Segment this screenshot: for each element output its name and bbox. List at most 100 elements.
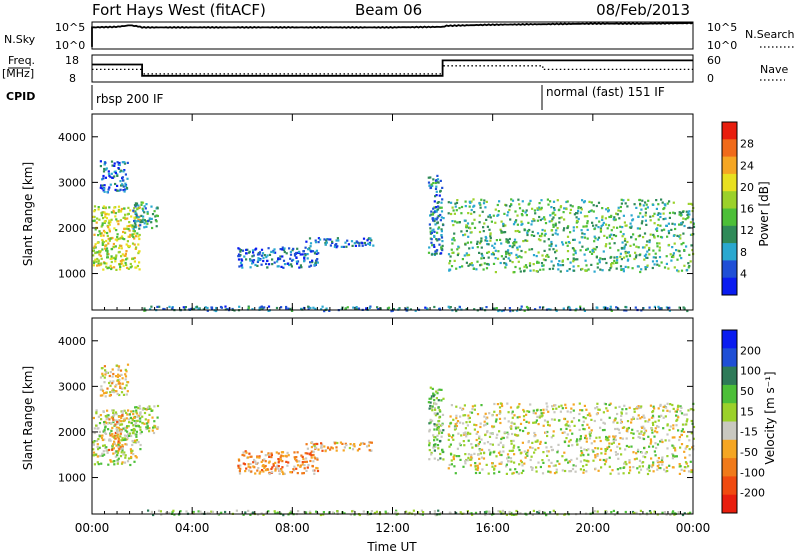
data-cell <box>652 203 655 206</box>
data-cell <box>456 253 459 257</box>
data-cell <box>636 405 639 409</box>
data-cell <box>328 511 331 514</box>
data-cell <box>678 306 681 309</box>
data-cell <box>137 219 140 223</box>
data-cell <box>103 221 106 224</box>
data-cell <box>657 463 661 466</box>
data-cell <box>122 453 125 456</box>
data-cell <box>536 207 539 210</box>
data-cell <box>483 199 486 202</box>
data-cell <box>677 416 680 419</box>
data-cell <box>281 246 284 249</box>
data-cell <box>139 448 142 451</box>
frequency-panel: Freq. [MHz] 18 8 60 0 Nave <box>2 54 788 85</box>
data-cell <box>583 215 586 218</box>
data-cell <box>432 243 436 247</box>
colorbar-tick-label: 200 <box>740 344 761 357</box>
data-cell <box>94 453 97 456</box>
data-cell <box>464 460 467 463</box>
data-cell <box>450 463 453 466</box>
data-cell <box>513 461 516 464</box>
data-cell <box>206 306 209 310</box>
data-cell <box>603 257 606 261</box>
data-cell <box>663 468 666 471</box>
data-cell <box>129 209 132 212</box>
data-cell <box>361 242 364 245</box>
data-cell <box>108 421 111 425</box>
data-cell <box>125 227 128 230</box>
data-cell <box>547 423 550 427</box>
data-cell <box>595 246 598 249</box>
data-cell <box>569 470 573 473</box>
colorbar-swatch <box>722 173 737 192</box>
data-cell <box>683 450 686 453</box>
data-cell <box>552 434 555 437</box>
data-cell <box>573 269 576 272</box>
data-cell <box>672 446 675 449</box>
data-cell <box>505 252 508 255</box>
data-cell <box>126 217 129 220</box>
data-cell <box>578 402 581 405</box>
data-cell <box>450 212 453 216</box>
data-cell <box>102 217 105 220</box>
data-cell <box>659 235 663 239</box>
data-cell <box>448 425 451 428</box>
data-cell <box>277 467 280 470</box>
data-cell <box>98 230 101 233</box>
data-cell <box>593 419 596 423</box>
data-cell <box>127 457 131 460</box>
data-cell <box>462 414 465 417</box>
data-cell <box>523 270 526 273</box>
cpid-segment-2: normal (fast) 151 IF <box>546 85 665 99</box>
data-cell <box>519 422 523 425</box>
data-cell <box>132 228 135 232</box>
data-cell <box>476 468 479 471</box>
data-cell <box>100 225 103 228</box>
data-cell <box>649 219 652 222</box>
data-cell <box>652 256 655 259</box>
data-cell <box>663 511 666 514</box>
data-cell <box>510 203 513 206</box>
data-cell <box>532 218 535 221</box>
xaxis-label: Time UT <box>366 540 417 554</box>
data-cell <box>513 221 517 224</box>
data-cell <box>152 431 156 435</box>
data-cell <box>678 235 681 238</box>
data-cell <box>336 237 339 240</box>
data-cell <box>118 378 121 381</box>
data-cell <box>486 262 489 266</box>
data-cell <box>135 411 138 414</box>
data-cell <box>103 423 106 426</box>
data-cell <box>453 232 456 235</box>
data-cell <box>613 256 616 259</box>
data-cell <box>588 200 591 203</box>
data-cell <box>616 412 619 416</box>
data-cell <box>455 405 458 408</box>
data-cell <box>102 170 106 173</box>
data-cell <box>256 260 259 263</box>
data-cell <box>572 229 575 232</box>
data-cell <box>117 422 120 425</box>
data-cell <box>572 403 575 406</box>
data-cell <box>109 257 112 260</box>
data-cell <box>499 441 502 444</box>
data-cell <box>541 217 544 220</box>
data-cell <box>156 305 159 308</box>
data-cell <box>615 453 618 456</box>
data-cell <box>596 454 599 457</box>
data-cell <box>113 162 116 165</box>
data-cell <box>122 179 125 182</box>
data-cell <box>434 195 437 198</box>
data-cell <box>630 418 633 421</box>
data-cell <box>113 463 116 466</box>
data-cell <box>452 456 455 459</box>
data-cell <box>579 409 582 412</box>
colorbar-tick-label: 100 <box>740 365 761 378</box>
data-cell <box>550 445 553 449</box>
data-cell <box>132 410 135 413</box>
data-cell <box>617 249 620 252</box>
data-cell <box>260 254 264 257</box>
data-cell <box>256 264 259 267</box>
data-cell <box>100 262 103 265</box>
data-cell <box>623 245 626 248</box>
